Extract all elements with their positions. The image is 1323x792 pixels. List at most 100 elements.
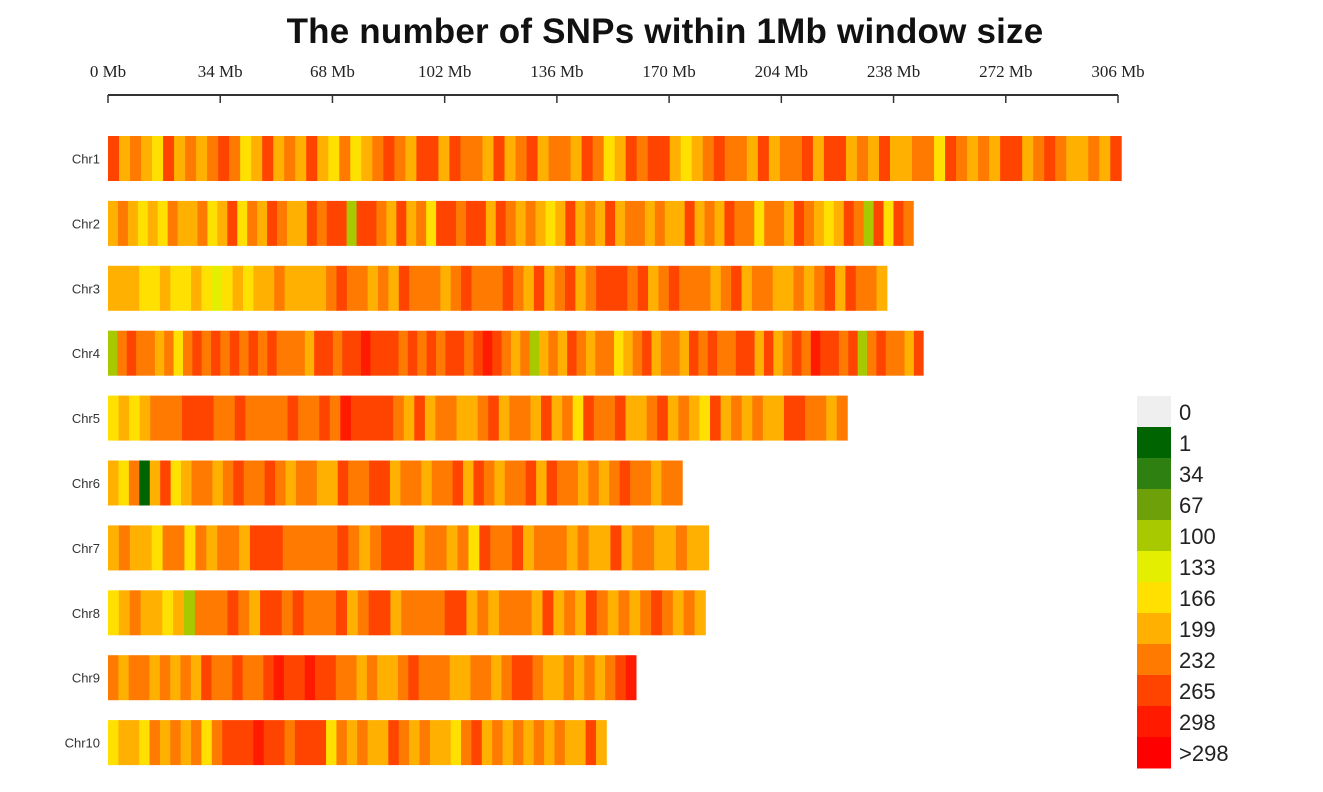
density-window	[292, 590, 304, 636]
density-window	[159, 720, 171, 766]
density-window	[532, 655, 544, 701]
density-window	[412, 590, 424, 636]
density-window	[609, 460, 621, 506]
density-window	[390, 590, 402, 636]
density-window	[684, 200, 696, 246]
density-window	[762, 395, 774, 441]
density-window	[691, 136, 704, 181]
density-window	[630, 460, 641, 506]
density-window	[863, 200, 874, 246]
density-window	[679, 330, 690, 376]
density-window	[108, 200, 119, 246]
density-window	[401, 590, 413, 636]
density-window	[108, 720, 119, 766]
density-window	[184, 525, 196, 571]
density-window	[357, 265, 369, 311]
density-window	[494, 460, 506, 506]
legend-label: 166	[1179, 586, 1216, 611]
density-window	[206, 525, 218, 571]
density-window	[201, 265, 213, 311]
density-window	[461, 265, 472, 311]
density-window	[553, 655, 565, 701]
legend-label: 0	[1179, 400, 1191, 425]
density-window	[326, 265, 337, 311]
density-window	[240, 136, 252, 181]
density-window	[585, 200, 596, 246]
density-window	[614, 395, 626, 441]
density-window	[129, 525, 142, 571]
density-window	[636, 395, 648, 441]
density-window	[429, 655, 440, 701]
density-window	[836, 395, 848, 441]
density-window	[187, 200, 198, 246]
density-window	[195, 525, 207, 571]
density-window	[792, 330, 802, 376]
density-window	[745, 330, 755, 376]
density-window	[482, 330, 493, 376]
density-window	[180, 720, 192, 766]
density-window	[159, 655, 171, 701]
density-window	[636, 136, 649, 181]
density-window	[520, 330, 531, 376]
density-window	[533, 525, 546, 571]
density-window	[498, 395, 510, 441]
density-window	[523, 525, 535, 571]
density-window	[647, 136, 660, 181]
density-window	[495, 200, 507, 246]
density-window	[366, 655, 378, 701]
density-window	[319, 395, 331, 441]
density-window	[398, 265, 410, 311]
legend-label: >298	[1179, 741, 1229, 766]
density-window	[247, 200, 258, 246]
x-axis: 0 Mb 34 Mb 68 Mb 102 Mb 136 Mb 170 Mb 204 Mb 23…	[90, 62, 1145, 103]
density-window	[866, 265, 877, 311]
density-window	[406, 200, 417, 246]
density-window	[873, 200, 884, 246]
density-window	[367, 265, 379, 311]
density-window	[467, 395, 479, 441]
density-window	[151, 525, 164, 571]
density-window	[242, 655, 254, 701]
density-window	[912, 136, 924, 181]
density-window	[575, 720, 587, 766]
density-window	[154, 330, 165, 376]
density-window	[359, 525, 371, 571]
x-tick-label: 272 Mb	[979, 62, 1032, 81]
color-legend: 0 1 34 67 100 133 166 199 232 265 298 >298	[1137, 396, 1229, 769]
density-window	[379, 330, 390, 376]
density-window	[654, 200, 666, 246]
density-window	[305, 720, 317, 766]
density-window	[618, 590, 630, 636]
density-window	[446, 525, 458, 571]
density-window	[433, 590, 446, 636]
density-window	[117, 200, 129, 246]
density-window	[671, 460, 683, 506]
density-window	[554, 265, 566, 311]
density-window	[801, 136, 814, 181]
chromosome-label: Chr9	[72, 671, 100, 686]
density-window	[284, 265, 296, 311]
density-window	[287, 395, 299, 441]
density-window	[435, 330, 446, 376]
density-window	[699, 395, 711, 441]
density-window	[118, 720, 130, 766]
density-window	[346, 200, 357, 246]
density-window	[348, 460, 360, 506]
density-window	[519, 395, 531, 441]
density-window	[688, 395, 700, 441]
density-window	[596, 590, 609, 636]
chromosome-label: Chr4	[72, 346, 100, 361]
density-window	[594, 655, 606, 701]
density-window	[417, 330, 428, 376]
density-window	[470, 655, 482, 701]
density-window	[220, 330, 231, 376]
chromosome-track-chr4: Chr4	[72, 330, 924, 376]
density-window	[603, 136, 616, 181]
density-window	[274, 720, 285, 766]
density-window	[232, 265, 244, 311]
legend-label: 298	[1179, 710, 1216, 735]
density-window	[436, 200, 447, 246]
density-window	[164, 330, 174, 376]
density-window	[457, 525, 469, 571]
density-window	[784, 200, 795, 246]
